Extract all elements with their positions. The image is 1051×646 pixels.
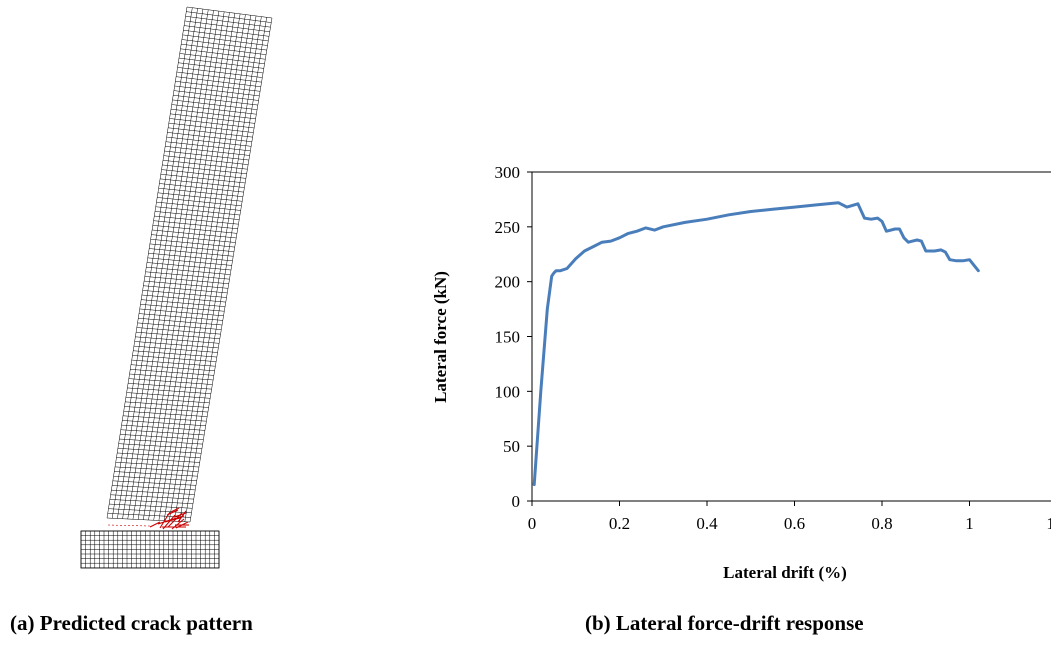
y-tick-label: 200	[495, 273, 521, 292]
x-tick-label: 1.2	[1046, 514, 1051, 533]
y-tick-label: 100	[495, 382, 521, 401]
y-tick-label: 50	[503, 437, 520, 456]
x-tick-label: 0.6	[784, 514, 805, 533]
x-axis-ticks: 0 0.2 0.4 0.6 0.8 1 1.2	[528, 501, 1051, 533]
caption-force-drift: (b) Lateral force-drift response	[585, 611, 864, 635]
y-axis-title: Lateral force (kN)	[431, 271, 450, 403]
x-tick-label: 1	[965, 514, 974, 533]
y-axis-ticks: 0 50 100 150 200 250 300	[495, 163, 532, 511]
crack-markers	[107, 507, 189, 530]
x-tick-label: 0.2	[609, 514, 630, 533]
y-tick-label: 150	[495, 328, 521, 347]
x-tick-label: 0	[528, 514, 537, 533]
force-drift-chart: 0 50 100 150 200 250 300 0 0.2 0.4 0.6 0.8 1 1.2 Lat…	[431, 163, 1051, 582]
x-tick-label: 0.4	[696, 514, 718, 533]
x-axis-title: Lateral drift (%)	[723, 563, 847, 582]
y-tick-label: 250	[495, 218, 521, 237]
y-tick-label: 300	[495, 163, 521, 182]
y-tick-label: 0	[512, 492, 521, 511]
crack-pattern-mesh	[80, 6, 273, 569]
foundation-mesh-grid	[80, 530, 220, 569]
plot-area	[531, 171, 1051, 502]
caption-crack-pattern: (a) Predicted crack pattern	[10, 611, 253, 635]
column-mesh-grid	[106, 6, 273, 523]
series-line-force-drift	[532, 201, 980, 487]
x-tick-label: 0.8	[871, 514, 892, 533]
